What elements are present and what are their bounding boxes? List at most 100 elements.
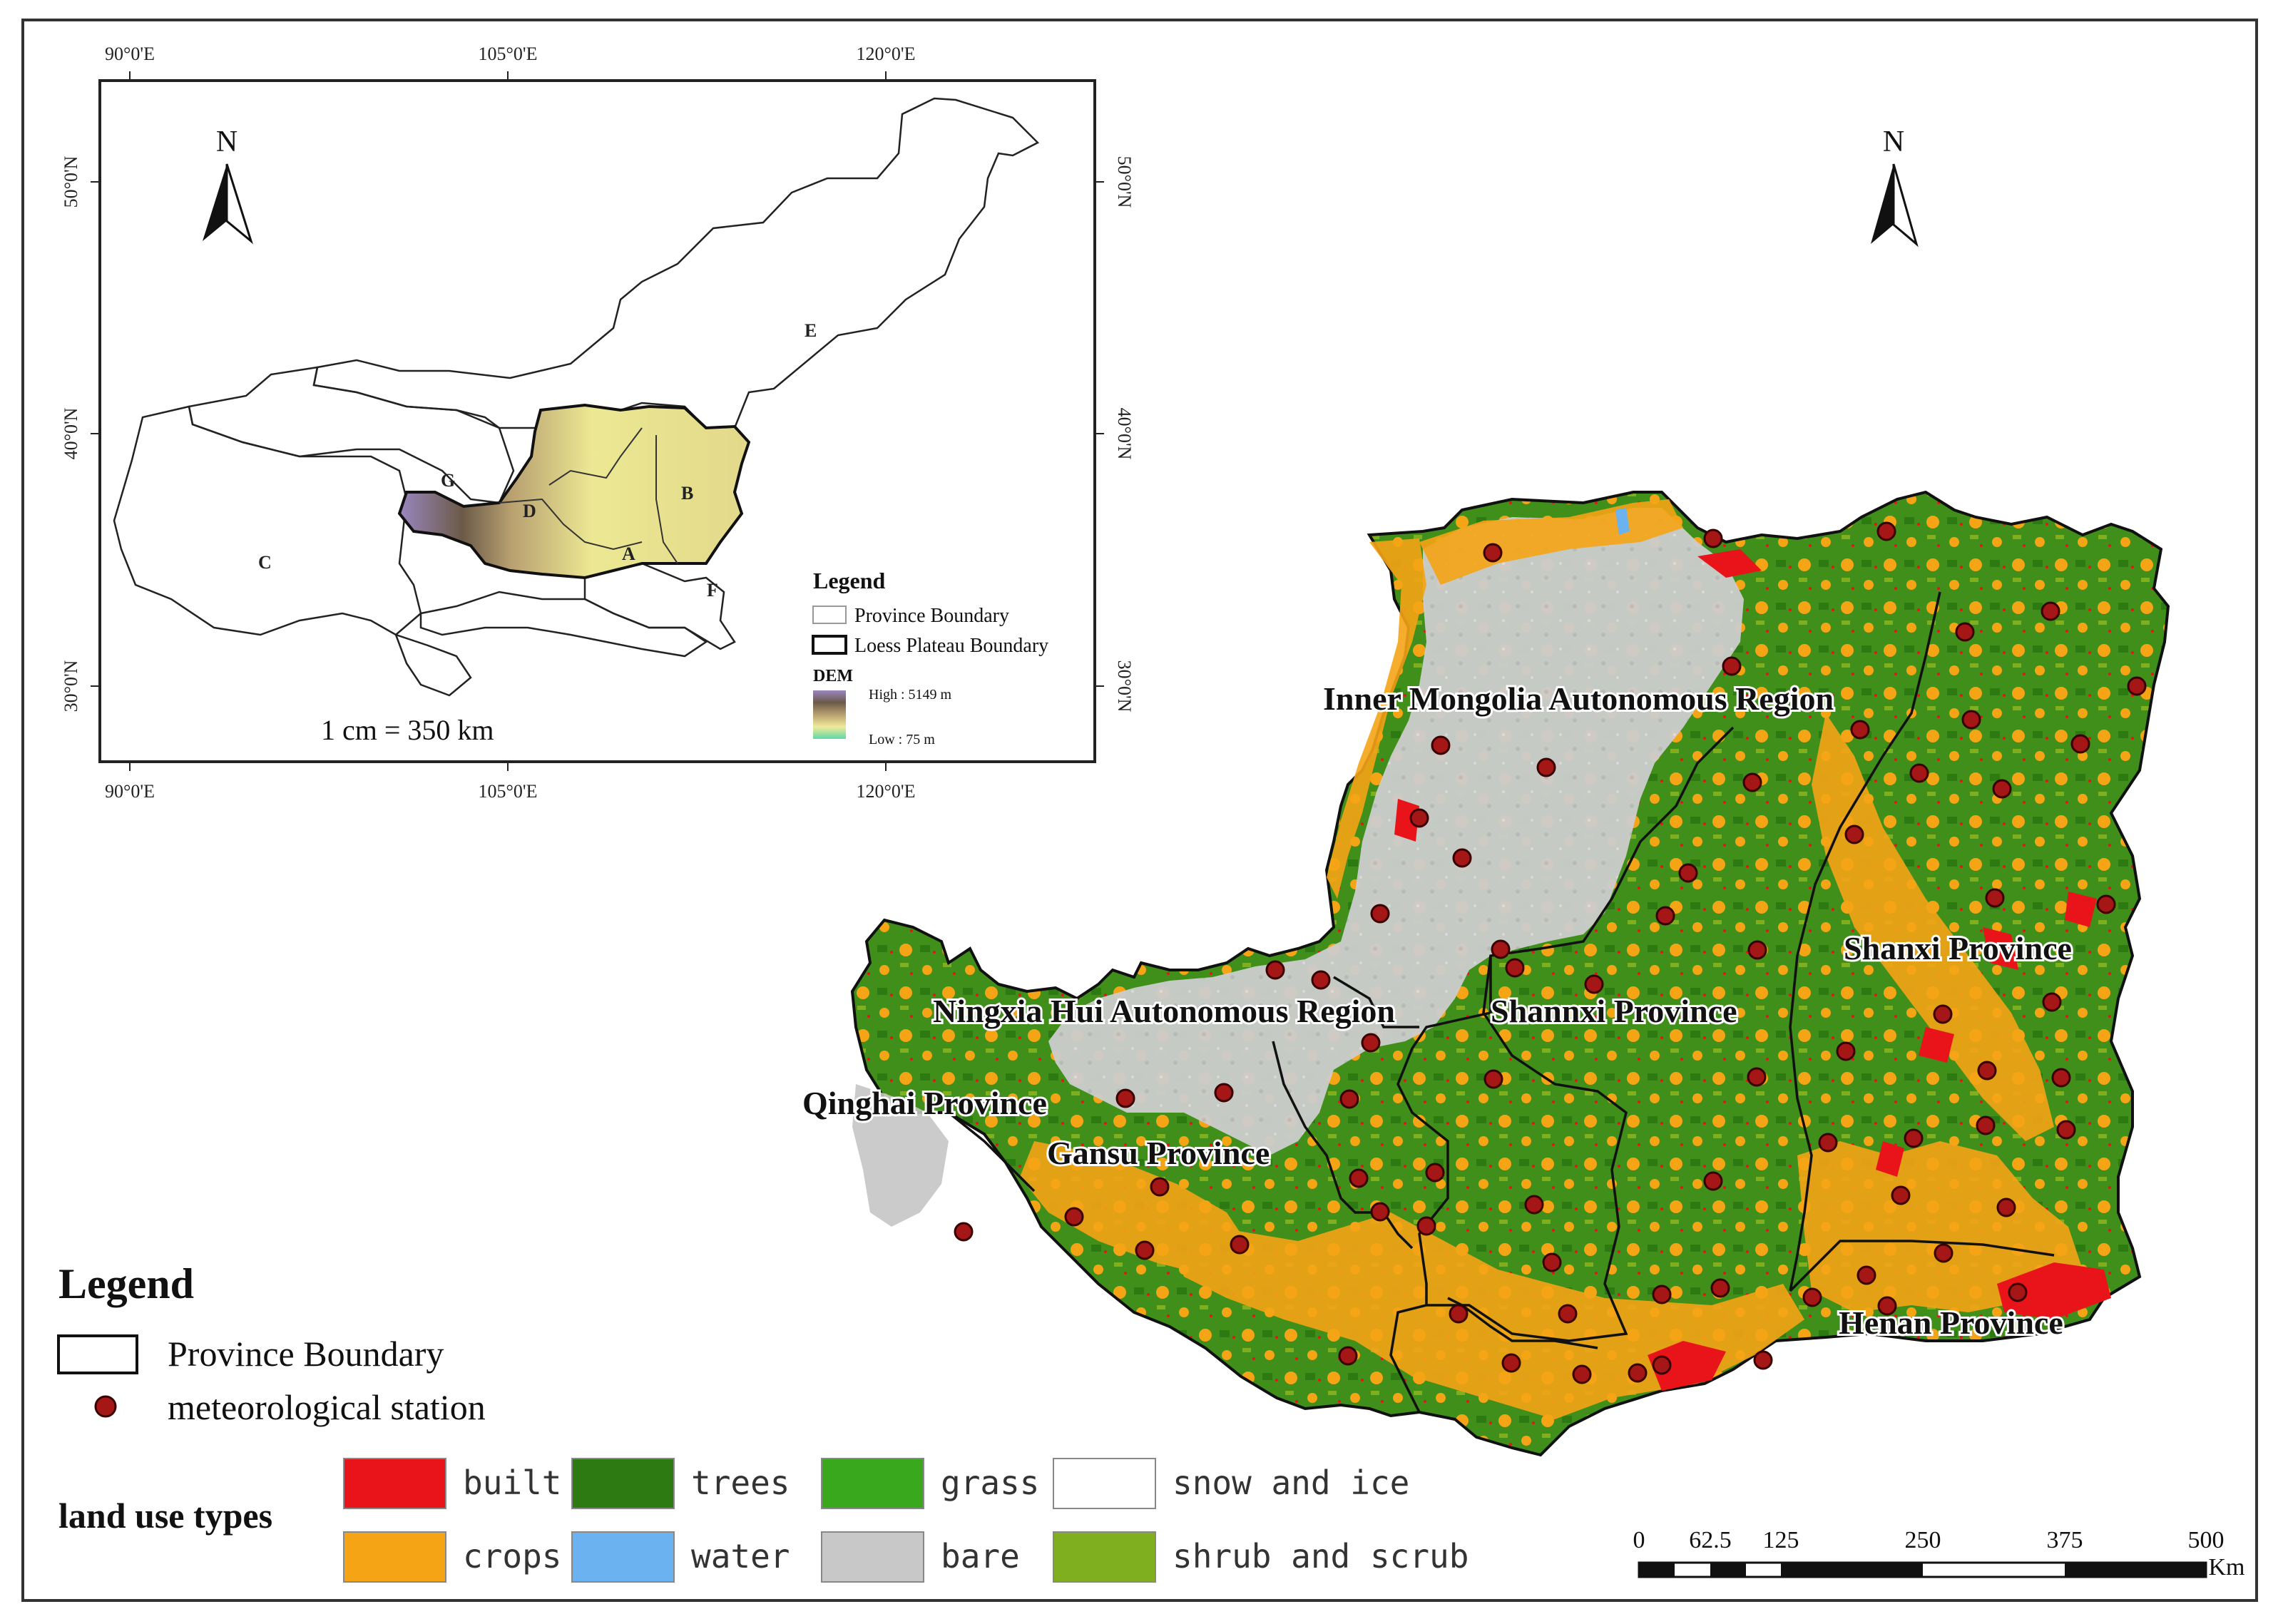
meteorological-station-marker — [1904, 1128, 1924, 1148]
meteorological-station-marker — [1753, 1350, 1773, 1370]
meteorological-station-marker — [1802, 1287, 1822, 1307]
label-henan: Henan Province — [1839, 1304, 2063, 1341]
land-use-swatch-water — [571, 1531, 675, 1583]
meteorological-station-marker — [1818, 1133, 1838, 1153]
water-body — [1615, 508, 1630, 535]
meteorological-station-marker — [1370, 904, 1390, 924]
legend-station-icon — [94, 1395, 117, 1418]
inset-frame — [98, 79, 1096, 763]
meteorological-station-marker — [2041, 601, 2060, 621]
meteorological-station-marker — [1505, 958, 1525, 978]
land-use-swatch-grass — [821, 1458, 924, 1509]
scale-labels: 0 62.5 125 250 375 500 Km — [1633, 1527, 2245, 1580]
meteorological-station-marker — [1524, 1195, 1544, 1215]
meteorological-station-marker — [1703, 528, 1723, 548]
meteorological-station-marker — [1747, 940, 1767, 960]
meteorological-station-marker — [1955, 622, 1975, 642]
inset-region-label-f: F — [707, 580, 718, 601]
inset-scale-text: 1 cm = 350 km — [321, 714, 494, 746]
land-use-title: land use types — [58, 1496, 272, 1536]
legend-title: Legend — [58, 1260, 194, 1307]
meteorological-station-marker — [1710, 1278, 1730, 1298]
meteorological-station-marker — [1491, 939, 1511, 959]
inset-graticule-ticks — [91, 71, 1104, 771]
inset-lon-bottom-105: 105°0'E — [479, 781, 538, 802]
land-use-label-grass: grass — [941, 1464, 1039, 1502]
inset-legend-title: Legend — [813, 568, 886, 593]
inset-lon-bottom-90: 90°0'E — [105, 781, 155, 802]
label-qinghai: Qinghai Province — [802, 1085, 1047, 1121]
meteorological-station-marker — [1703, 1171, 1723, 1191]
inset-legend-province-swatch — [812, 606, 847, 624]
meteorological-station-marker — [1977, 1061, 1997, 1081]
main-legend: Legend Province Boundary meteorological … — [57, 1260, 1469, 1583]
inset-lon-top-120: 120°0'E — [857, 44, 916, 64]
meteorological-station-marker — [1655, 906, 1675, 926]
meteorological-station-marker — [1409, 808, 1429, 828]
inset-region-label-d: D — [523, 501, 536, 521]
meteorological-station-marker — [1933, 1004, 1953, 1024]
meteorological-station-marker — [1452, 848, 1472, 868]
inset-region-label-c: C — [258, 552, 272, 573]
inset-region-label-a: A — [622, 543, 635, 564]
inset-lat-right-30: 30°0'N — [1114, 660, 1135, 713]
meteorological-station-marker — [1856, 1265, 1876, 1285]
built-up-areas — [1394, 549, 2111, 1391]
land-use-label-bare: bare — [941, 1537, 1020, 1576]
meteorological-station-marker — [1370, 1202, 1390, 1222]
meteorological-station-marker — [1628, 1363, 1648, 1383]
legend-station-label: meteorological station — [168, 1387, 486, 1427]
meteorological-station-marker — [1230, 1235, 1250, 1255]
inset-legend-loess-label: Loess Plateau Boundary — [854, 635, 1048, 657]
label-gansu: Gansu Province — [1047, 1135, 1270, 1171]
meteorological-station-marker — [1572, 1364, 1592, 1384]
land-use-swatch-trees — [571, 1458, 675, 1509]
scale-bar — [1638, 1561, 2207, 1578]
main-north-arrow-icon — [1871, 163, 1919, 247]
inset-north-label: N — [216, 126, 238, 158]
main-map: N — [800, 126, 2245, 1580]
inset-lat-left-40: 40°0'N — [61, 407, 81, 459]
scale-tick-375: 375 — [2047, 1527, 2083, 1553]
meteorological-station-marker — [1844, 824, 1864, 844]
meteorological-station-marker — [1339, 1089, 1359, 1109]
meteorological-station-marker — [1150, 1177, 1170, 1197]
land-use-swatch-snow-and-ice — [1053, 1458, 1156, 1509]
meteorological-station-marker — [2051, 1068, 2071, 1088]
inset-legend-dem-title: DEM — [813, 667, 853, 685]
meteorological-station-marker — [2042, 992, 2062, 1012]
meteorological-station-marker — [1652, 1355, 1672, 1375]
legend-province-label: Province Boundary — [168, 1334, 444, 1374]
meteorological-station-marker — [1985, 888, 2005, 908]
inset-dem-high-label: High : 5149 m — [869, 687, 952, 703]
land-use-swatch-built — [343, 1458, 446, 1509]
legend-province-swatch — [57, 1334, 138, 1374]
inset-inner-boundaries — [499, 427, 678, 564]
meteorological-station-marker — [1265, 960, 1285, 980]
inset-region-label-g: G — [441, 470, 455, 491]
meteorological-station-marker — [1976, 1115, 1996, 1135]
meteorological-station-marker — [1361, 1033, 1381, 1053]
label-shannxi: Shannxi Province — [1491, 993, 1737, 1029]
meteorological-station-marker — [1850, 720, 1870, 740]
land-use-label-water: water — [691, 1537, 790, 1576]
map-frame — [21, 19, 2258, 1602]
land-use-label-shrub-and-scrub: shrub and scrub — [1173, 1537, 1469, 1576]
meteorological-station-marker — [1135, 1240, 1155, 1260]
land-use-label-crops: crops — [463, 1537, 561, 1576]
meteorological-station-marker — [954, 1222, 974, 1242]
meteorological-station-marker — [1836, 1041, 1856, 1061]
meteorological-station-marker — [1501, 1353, 1521, 1373]
meteorological-station-marker — [1742, 772, 1762, 792]
meteorological-station-marker — [1483, 543, 1503, 563]
land-use-legend: built trees grass snow and ice crops water bar… — [343, 1458, 1469, 1583]
inset-region-label-e: E — [805, 320, 817, 341]
land-use-label-snow-and-ice: snow and ice — [1173, 1464, 1409, 1502]
inset-region-label-b: B — [681, 483, 693, 504]
meteorological-station-marker — [1961, 710, 1981, 730]
meteorological-station-marker — [1992, 779, 2012, 799]
inset-lon-top-90: 90°0'E — [105, 44, 155, 64]
meteorological-stations — [954, 521, 2147, 1384]
meteorological-station-marker — [2070, 734, 2090, 754]
inset-dem-low-label: Low : 75 m — [869, 732, 935, 747]
